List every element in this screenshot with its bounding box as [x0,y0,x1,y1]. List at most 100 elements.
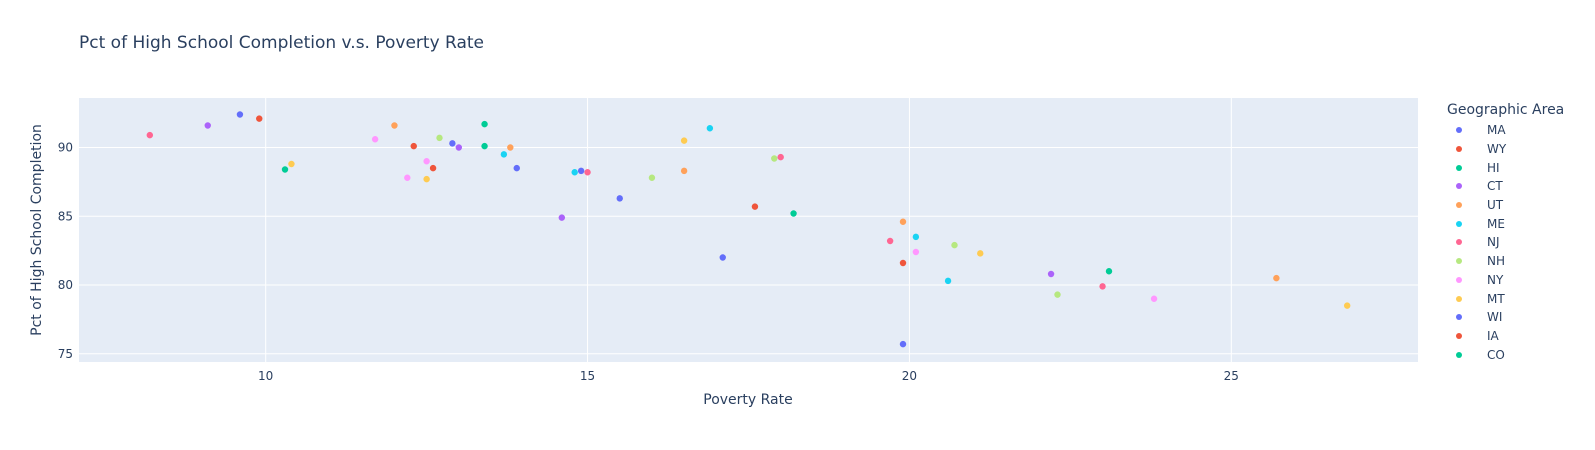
legend-item-nj[interactable]: NJ [1447,233,1564,252]
legend-marker [1456,164,1462,171]
data-point-me[interactable] [500,151,508,158]
legend-item-ny[interactable]: NY [1447,271,1564,290]
legend-item-hi[interactable]: HI [1447,158,1564,177]
legend-item-ia[interactable]: IA [1447,327,1564,346]
x-tick-label: 20 [902,369,917,383]
data-point-ma[interactable] [236,111,244,118]
legend-item-nh[interactable]: NH [1447,252,1564,271]
data-point-wy[interactable] [751,203,759,210]
data-point-ut[interactable] [1273,274,1280,282]
data-point-nh[interactable] [436,134,443,142]
data-point-nh[interactable] [1054,291,1061,298]
y-tick-label: 90 [58,141,73,155]
data-point-wy[interactable] [410,142,417,150]
data-point-ny[interactable] [912,248,920,256]
legend-label: WI [1487,310,1503,325]
data-point-ma[interactable] [899,340,907,348]
data-point-ma[interactable] [616,195,623,202]
legend-label: HI [1487,160,1500,175]
data-point-nj[interactable] [1099,283,1106,290]
legend-items: MA WY HI CT UT ME NJ NH NY MT WI IA CO [1447,121,1564,364]
data-point-me[interactable] [571,169,578,176]
legend-item-ut[interactable]: UT [1447,196,1564,215]
x-tick-label: 25 [1224,369,1239,383]
legend-label: NJ [1487,235,1500,250]
legend-item-me[interactable]: ME [1447,214,1564,233]
legend-marker [1456,220,1462,227]
data-point-ct[interactable] [204,122,211,129]
legend-label: IA [1487,328,1499,343]
data-point-ny[interactable] [371,136,379,143]
data-point-nj[interactable] [777,153,784,161]
chart-title: Pct of High School Completion v.s. Pover… [79,33,485,53]
legend-label: CT [1487,179,1503,194]
data-point-mt[interactable] [977,250,984,257]
legend-marker [1456,183,1462,190]
data-point-mt[interactable] [288,160,295,168]
legend-item-mt[interactable]: MT [1447,289,1564,308]
data-point-ma[interactable] [719,254,726,261]
legend-marker [1456,314,1462,321]
data-point-wy[interactable] [256,115,263,122]
data-point-ct[interactable] [558,214,566,221]
data-point-ut[interactable] [507,144,514,151]
data-point-mt[interactable] [423,175,430,183]
legend-label: MA [1487,123,1506,138]
data-point-ny[interactable] [1150,295,1158,302]
legend-item-co[interactable]: CO [1447,345,1564,364]
legend-label: MT [1487,291,1505,306]
plot-area [79,98,1418,362]
data-point-co[interactable] [281,166,289,173]
legend-label: ME [1487,216,1505,231]
data-point-mt[interactable] [680,137,688,144]
data-point-ut[interactable] [899,218,907,225]
data-point-wy[interactable] [899,259,907,267]
legend-marker [1456,202,1462,209]
tick-labels: 10 15 20 25 75 80 85 90 [58,141,1239,384]
legend-label: CO [1487,347,1505,362]
data-point-ct[interactable] [1047,270,1055,278]
legend-item-wi[interactable]: WI [1447,308,1564,327]
data-point-me[interactable] [944,277,952,285]
y-tick-label: 85 [58,209,73,223]
data-point-ut[interactable] [680,167,688,175]
legend-marker [1456,127,1462,134]
legend-label: UT [1487,198,1504,213]
legend-marker [1456,239,1462,246]
data-point-ia[interactable] [429,164,437,172]
legend-marker [1456,276,1462,283]
legend-marker [1456,258,1462,265]
data-point-nj[interactable] [584,169,591,176]
legend-item-wy[interactable]: WY [1447,140,1564,159]
data-point-ma[interactable] [449,140,456,147]
data-point-me[interactable] [912,233,920,241]
data-point-nj[interactable] [886,237,894,245]
grid-lines [79,98,1418,362]
data-point-ny[interactable] [423,158,430,165]
data-point-nh[interactable] [951,241,958,249]
data-point-nj[interactable] [146,131,154,139]
data-point-hi[interactable] [1105,268,1113,275]
data-point-wi[interactable] [513,164,520,172]
data-points [146,111,1351,348]
data-point-ut[interactable] [391,122,398,129]
y-axis-label: Pct of High School Completion [29,124,45,336]
data-point-hi[interactable] [481,120,488,128]
data-point-nh[interactable] [771,155,778,162]
legend-label: NH [1487,254,1505,269]
x-tick-label: 15 [580,369,595,383]
data-point-mt[interactable] [1343,302,1351,309]
legend-marker [1456,332,1462,339]
data-point-nh[interactable] [648,174,656,181]
data-point-wi[interactable] [577,167,585,175]
data-point-hi[interactable] [481,142,488,150]
data-point-ny[interactable] [404,174,411,181]
data-point-hi[interactable] [790,210,797,217]
data-point-ct[interactable] [455,144,463,151]
legend-marker [1456,295,1462,302]
legend-item-ct[interactable]: CT [1447,177,1564,196]
legend-item-ma[interactable]: MA [1447,121,1564,140]
y-tick-label: 80 [58,278,73,292]
data-point-me[interactable] [706,125,714,132]
